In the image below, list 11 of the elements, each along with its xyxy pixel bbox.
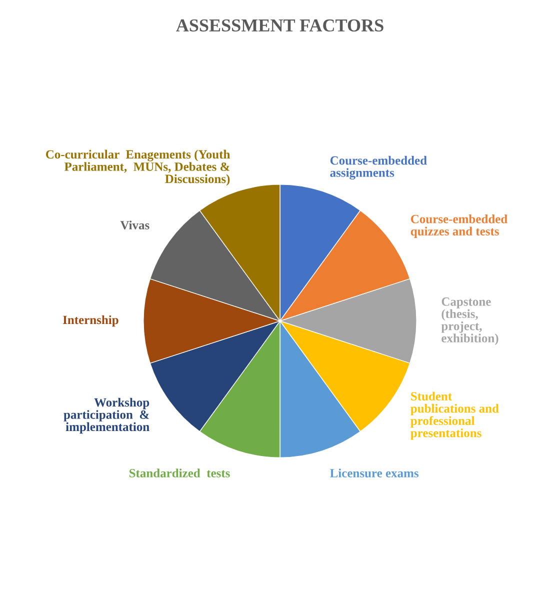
slice-label: Student publications and professional presentations <box>410 392 499 440</box>
slice-label: Course-embedded assignments <box>330 156 427 180</box>
slice-label: Licensure exams <box>330 468 418 478</box>
slice-label: Co-curricular Enagements (Youth Parliament, MUNs, Debates & Discussions) <box>46 150 230 186</box>
chart-title: ASSESSMENT FACTORS <box>176 19 384 32</box>
slice-label: Workshop participation & implementation <box>64 398 150 434</box>
slice-label: Internship <box>62 315 118 327</box>
slice-label: Course-embedded quizzes and tests <box>410 214 508 238</box>
slice-label: Vivas <box>120 220 150 230</box>
slice-label: Capstone (thesis, project, exhibition) <box>441 297 498 345</box>
slice-label: Standardized tests <box>129 468 230 478</box>
